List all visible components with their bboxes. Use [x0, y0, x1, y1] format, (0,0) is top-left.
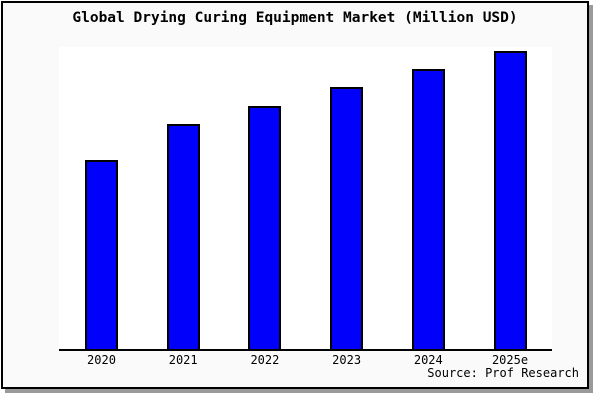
bar-2025e [493, 51, 527, 349]
bar-2024 [411, 69, 445, 349]
bar-2022 [248, 106, 282, 349]
x-tick-label-2020: 2020 [87, 353, 116, 367]
chart-title: Global Drying Curing Equipment Market (M… [72, 10, 518, 26]
chart-frame: Global Drying Curing Equipment Market (M… [1, 1, 589, 389]
bar-2020 [85, 160, 118, 349]
source-caption: Source: Prof Research [427, 366, 579, 380]
x-tick-label-2021: 2021 [168, 353, 198, 367]
plot-area [59, 47, 552, 351]
x-tick-label-2023: 2023 [332, 353, 362, 367]
bar-2021 [166, 124, 200, 349]
x-tick-label-2024: 2024 [413, 353, 443, 367]
x-tick-label-2025e: 2025e [491, 353, 529, 367]
x-tick-label-2022: 2022 [250, 353, 280, 367]
bar-2023 [330, 87, 364, 349]
